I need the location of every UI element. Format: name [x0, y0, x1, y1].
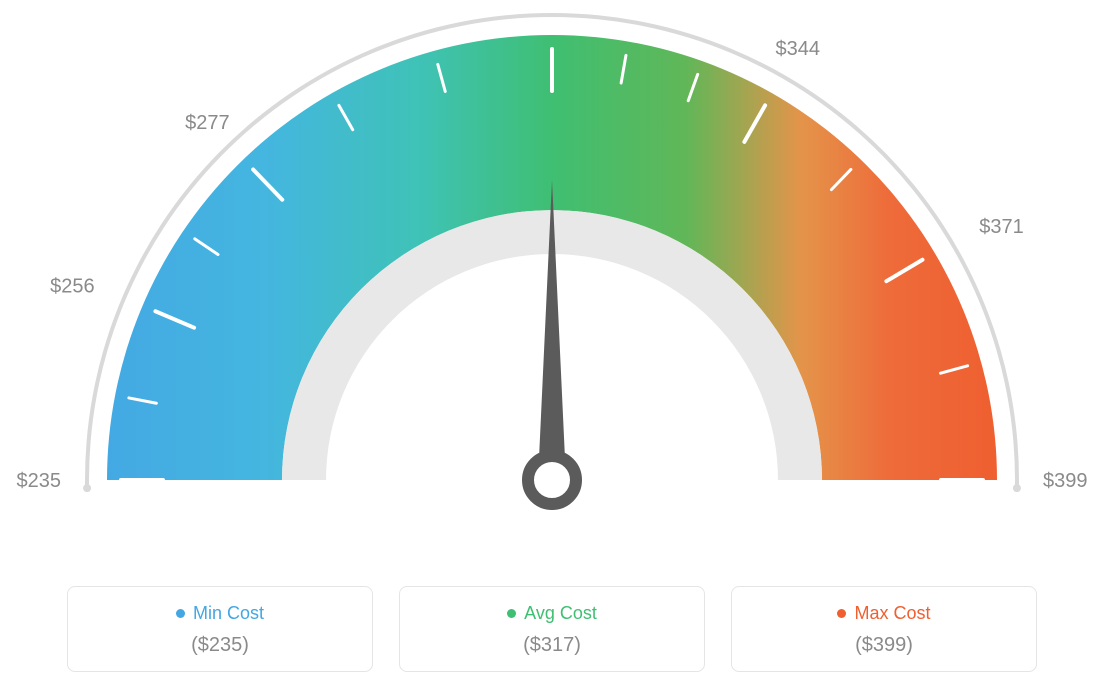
- gauge-tick-label: $235: [17, 470, 62, 492]
- gauge-tick-label: $344: [775, 38, 820, 60]
- gauge-tick-label: $256: [50, 275, 95, 297]
- legend-value-max: ($399): [742, 634, 1026, 657]
- gauge-chart-container: $235$256$277$317$344$371$399 Min Cost ($…: [0, 0, 1104, 690]
- legend-title-text: Avg Cost: [524, 603, 597, 624]
- dot-icon: [837, 609, 846, 618]
- legend-value-min: ($235): [78, 634, 362, 657]
- legend-card-avg: Avg Cost ($317): [399, 586, 705, 672]
- legend-row: Min Cost ($235) Avg Cost ($317) Max Cost…: [67, 586, 1037, 672]
- gauge-tick-label: $277: [185, 112, 230, 134]
- legend-card-min: Min Cost ($235): [67, 586, 373, 672]
- legend-title-text: Max Cost: [854, 603, 930, 624]
- legend-value-avg: ($317): [410, 634, 694, 657]
- legend-title-max: Max Cost: [837, 603, 930, 624]
- dot-icon: [507, 609, 516, 618]
- gauge-tick-label: $371: [979, 216, 1024, 238]
- legend-title-avg: Avg Cost: [507, 603, 597, 624]
- gauge-svg: $235$256$277$317$344$371$399: [0, 0, 1104, 560]
- dot-icon: [176, 609, 185, 618]
- legend-card-max: Max Cost ($399): [731, 586, 1037, 672]
- legend-title-min: Min Cost: [176, 603, 264, 624]
- gauge-tick-label: $399: [1043, 470, 1088, 492]
- legend-title-text: Min Cost: [193, 603, 264, 624]
